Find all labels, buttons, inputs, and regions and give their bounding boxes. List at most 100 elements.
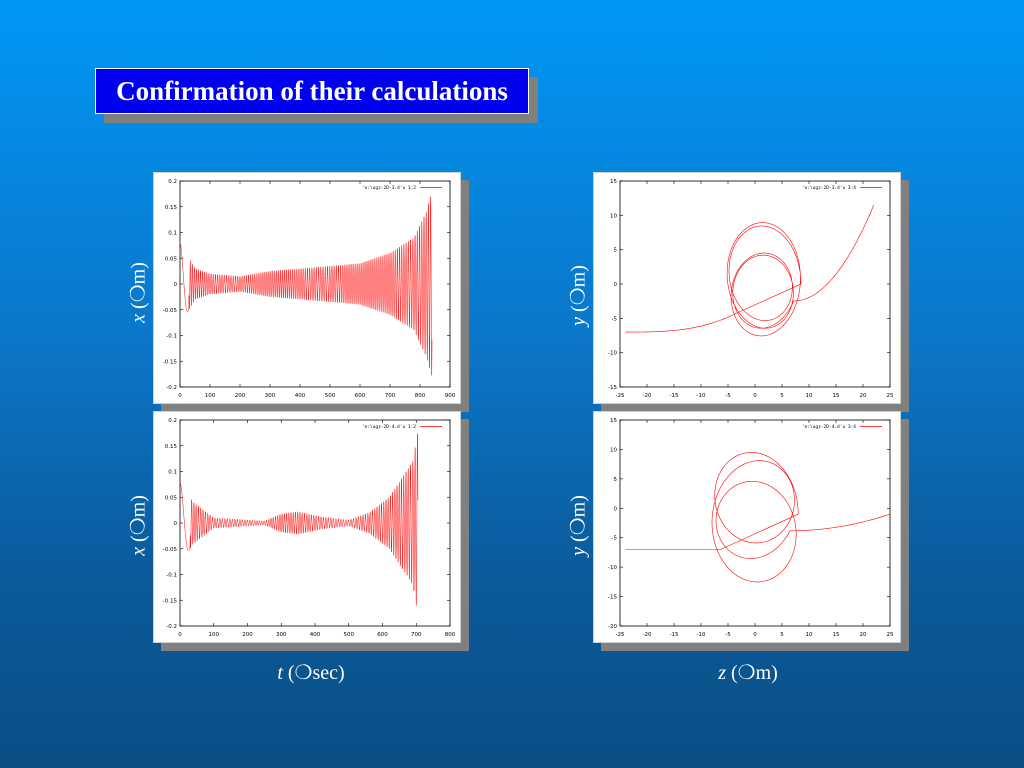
x-tick-label: -25	[616, 632, 625, 638]
y-tick-label: -20	[608, 624, 617, 630]
x-tick-label: 400	[295, 393, 306, 399]
mu-symbol-icon: ❍	[737, 662, 756, 684]
plot-frame	[619, 180, 891, 388]
x-tick-label: -5	[725, 632, 731, 638]
x-tick-label: 900	[445, 393, 456, 399]
x-axis-label-right: z (❍m)	[718, 662, 778, 684]
legend-entry: 'e:\ugz-2D-4.d'u 1:2	[362, 424, 416, 430]
x-tick-label: 800	[445, 632, 456, 638]
chart-bottom-right: -25 -20 -15 -10 -5 0 5 10 15 20 25 -20 -15 -10 -5 0 5 10 1…	[593, 411, 901, 643]
chart-top-left: 0 100 200 300 400 500 600 700 800 900 -0.2 -0.15 -0.…	[153, 172, 461, 404]
x-tick-label: 5	[780, 393, 784, 399]
x-tick-label: 15	[833, 632, 840, 638]
chart-svg-top-right: -25 -20 -15 -10 -5 0 5 10 15 20 25 -15 -10 -5 0 5 10 15 'e…	[608, 179, 894, 399]
y-tick-label: 0	[614, 506, 618, 512]
legend-entry: 'e:\ugz-2D-3.d'u 3:4	[802, 185, 856, 191]
y-tick-label: -0.05	[163, 308, 178, 314]
y-tick-label: -10	[608, 565, 617, 571]
y-tick-label: 0.2	[168, 179, 177, 185]
legend-entry: 'e:\ugz-2D-4.d'u 3:4	[802, 424, 856, 430]
chart-top-right: -25 -20 -15 -10 -5 0 5 10 15 20 25 -15 -10 -5 0 5 10 15 'e…	[593, 172, 901, 404]
y-tick-label: -0.05	[163, 547, 178, 553]
x-tick-label: 0	[753, 393, 757, 399]
x-tick-label: 600	[355, 393, 366, 399]
mu-symbol-icon: ❍	[294, 662, 313, 684]
y-tick-label: -0.2	[166, 385, 177, 391]
series-line	[625, 204, 875, 337]
y-tick-label: 0.05	[165, 256, 178, 262]
series-line	[625, 452, 891, 583]
x-tick-label: 20	[860, 393, 867, 399]
x-tick-label: 200	[242, 632, 253, 638]
x-tick-label: 5	[780, 632, 784, 638]
chart-svg-bottom-right: -25 -20 -15 -10 -5 0 5 10 15 20 25 -20 -15 -10 -5 0 5 10 1…	[608, 418, 894, 638]
y-tick-label: 15	[610, 418, 617, 424]
x-tick-label: 25	[887, 393, 894, 399]
y-tick-label: -10	[608, 351, 617, 357]
x-tick-label: 100	[209, 632, 220, 638]
chart-svg-bottom-left: 0 100 200 300 400 500 600 700 800 -0.2 -0.15 -0.1 -0…	[163, 418, 456, 638]
x-tick-label: -15	[670, 632, 679, 638]
x-tick-label: 500	[325, 393, 336, 399]
x-tick-label: 800	[415, 393, 426, 399]
plot-frame	[619, 419, 891, 627]
x-tick-label: -15	[670, 393, 679, 399]
x-tick-label: -25	[616, 393, 625, 399]
x-tick-label: 600	[377, 632, 388, 638]
y-axis-label-top-right: y (❍m)	[567, 265, 590, 326]
x-tick-label: 100	[205, 393, 216, 399]
mu-symbol-icon: ❍	[567, 287, 590, 306]
x-tick-label: 500	[344, 632, 355, 638]
x-tick-label: 20	[860, 632, 867, 638]
x-tick-label: 10	[806, 393, 813, 399]
x-tick-label: 700	[411, 632, 422, 638]
y-tick-label: -5	[612, 316, 618, 322]
y-tick-label: 0.2	[168, 418, 177, 424]
y-tick-label: -15	[608, 385, 617, 391]
x-tick-label: 0	[753, 632, 757, 638]
x-tick-label: 700	[385, 393, 396, 399]
x-tick-label: -20	[643, 393, 652, 399]
y-tick-label: -15	[608, 595, 617, 601]
chart-svg-top-left: 0 100 200 300 400 500 600 700 800 900 -0.2 -0.15 -0.…	[163, 179, 456, 399]
y-tick-label: 10	[610, 447, 617, 453]
mu-symbol-icon: ❍	[127, 517, 150, 536]
x-tick-label: 0	[178, 632, 182, 638]
y-tick-label: 5	[614, 248, 618, 254]
y-tick-label: 0.15	[165, 205, 178, 211]
x-tick-label: -20	[643, 632, 652, 638]
x-tick-label: 10	[806, 632, 813, 638]
y-tick-label: 15	[610, 179, 617, 185]
x-axis-label-left: t (❍sec)	[277, 662, 345, 684]
legend-entry: 'e:\ugz-2D-3.d'u 1:2	[362, 185, 416, 191]
mu-symbol-icon: ❍	[567, 517, 590, 536]
y-tick-label: 0.1	[168, 470, 177, 476]
mu-symbol-icon: ❍	[127, 284, 150, 303]
y-tick-label: -0.15	[163, 359, 178, 365]
y-tick-label: 10	[610, 213, 617, 219]
x-tick-label: -10	[697, 632, 706, 638]
y-tick-label: -0.2	[166, 624, 177, 630]
chart-bottom-left: 0 100 200 300 400 500 600 700 800 -0.2 -0.15 -0.1 -0…	[153, 411, 461, 643]
y-axis-label-top-left: x (❍m)	[127, 262, 150, 323]
y-tick-label: -5	[612, 536, 618, 542]
series-line	[179, 196, 433, 376]
y-tick-label: -0.1	[166, 334, 177, 340]
x-tick-label: 15	[833, 393, 840, 399]
x-tick-label: -5	[725, 393, 731, 399]
x-tick-label: 300	[276, 632, 287, 638]
series-line	[179, 433, 419, 606]
y-tick-label: 0	[174, 282, 178, 288]
slide-title: Confirmation of their calculations	[95, 68, 529, 114]
y-tick-label: -0.15	[163, 598, 178, 604]
y-axis-label-bottom-left: x (❍m)	[127, 495, 150, 556]
y-tick-label: 0.05	[165, 495, 178, 501]
y-tick-label: 0	[174, 521, 178, 527]
y-axis-label-bottom-right: y (❍m)	[567, 495, 590, 556]
y-tick-label: 0.15	[165, 444, 178, 450]
x-tick-label: 400	[310, 632, 321, 638]
x-tick-label: 200	[235, 393, 246, 399]
x-tick-label: 25	[887, 632, 894, 638]
y-tick-label: 5	[614, 477, 618, 483]
x-tick-label: 300	[265, 393, 276, 399]
